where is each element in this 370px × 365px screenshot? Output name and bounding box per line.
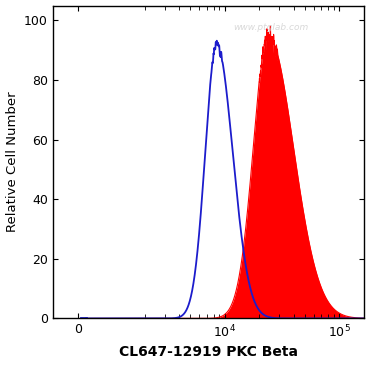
X-axis label: CL647-12919 PKC Beta: CL647-12919 PKC Beta: [119, 345, 298, 360]
Y-axis label: Relative Cell Number: Relative Cell Number: [6, 92, 18, 232]
Text: www.ptglab.com: www.ptglab.com: [233, 23, 309, 32]
